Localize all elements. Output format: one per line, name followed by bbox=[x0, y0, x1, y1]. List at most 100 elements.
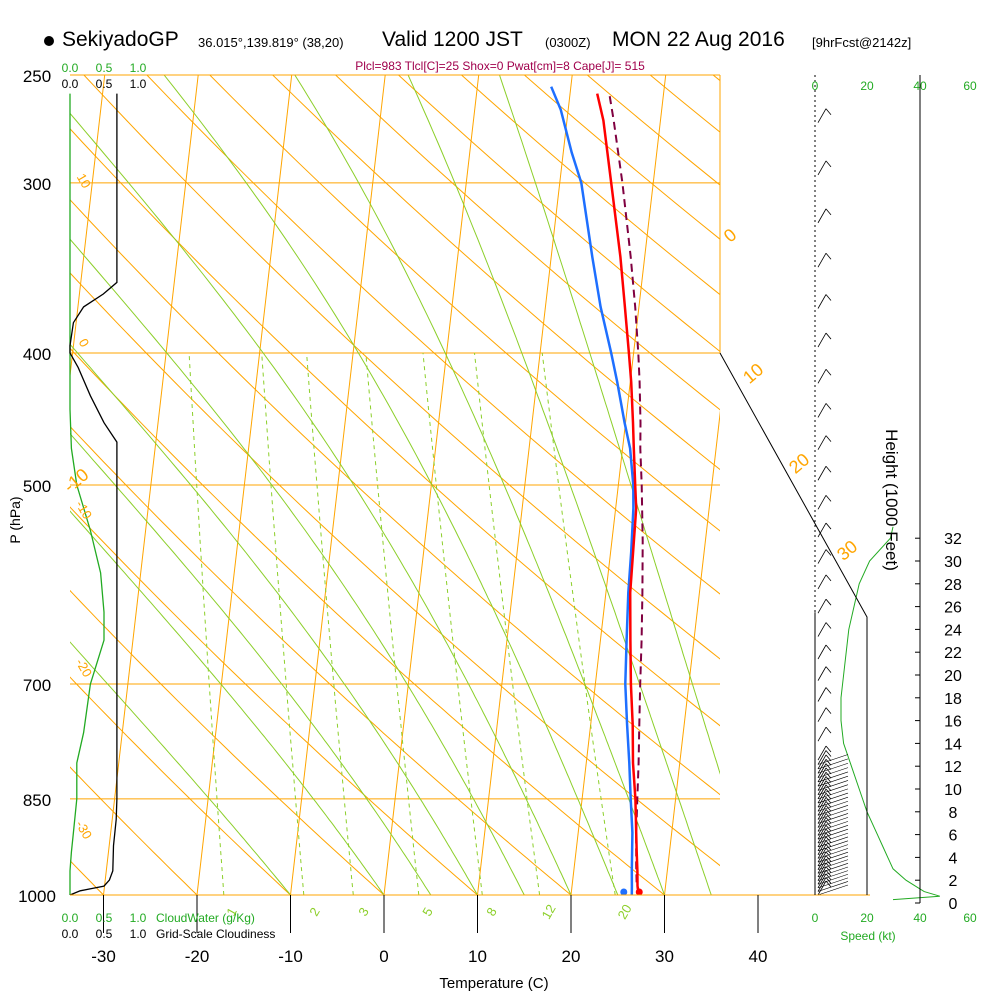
wind-barb bbox=[817, 851, 827, 867]
dry-adiabat-line bbox=[70, 676, 291, 895]
surface-dewpoint-point bbox=[620, 888, 628, 896]
wind-barb bbox=[817, 759, 827, 774]
wind-barb bbox=[817, 775, 849, 787]
wind-barb bbox=[817, 848, 849, 859]
cloudwater-scale-label: 0.0 bbox=[62, 911, 79, 925]
wind-barb bbox=[817, 813, 827, 828]
wind-barb bbox=[817, 435, 827, 450]
temperature-tick-label: -20 bbox=[185, 947, 210, 966]
speed-tick-label: 60 bbox=[963, 79, 977, 93]
temperature-tick-label: -30 bbox=[91, 947, 116, 966]
mixing-ratio-label: 3 bbox=[355, 905, 372, 919]
wind-barb-flag bbox=[825, 522, 832, 530]
cloudiness-scale-label: 1.0 bbox=[130, 77, 147, 91]
wind-barb-flag bbox=[825, 784, 832, 792]
wind-barb-flag bbox=[825, 108, 832, 115]
wind-barb bbox=[817, 836, 827, 851]
wind-barb-flag bbox=[825, 687, 832, 694]
wind-barb-flag bbox=[825, 824, 832, 832]
wind-barb bbox=[817, 792, 827, 808]
wind-barb-flag bbox=[825, 435, 832, 442]
wind-barb-flag bbox=[825, 403, 832, 410]
wind-barb bbox=[817, 253, 827, 268]
forecast-info: [9hrFcst@2142z] bbox=[812, 35, 912, 50]
wind-barb bbox=[817, 847, 827, 863]
mixing-ratio-line bbox=[541, 352, 616, 895]
wind-barb-flag bbox=[825, 495, 832, 502]
plot-area bbox=[0, 75, 720, 895]
wind-barb bbox=[817, 208, 827, 224]
height-tick-label: 20 bbox=[944, 668, 962, 685]
wind-barb-flag bbox=[825, 776, 832, 783]
dry-adiabat-label: -20 bbox=[73, 656, 95, 680]
valid-time: Valid 1200 JST bbox=[382, 28, 523, 51]
temperature-tick-label: 20 bbox=[562, 947, 581, 966]
wind-barb bbox=[817, 828, 827, 844]
wind-barb bbox=[817, 840, 827, 855]
cloudiness-scale-label: 1.0 bbox=[130, 927, 147, 941]
wind-barb bbox=[817, 809, 849, 820]
wind-barb-flag bbox=[825, 208, 832, 216]
wind-barb bbox=[817, 805, 827, 820]
wind-barb-flag bbox=[825, 598, 832, 606]
wind-speed-profile bbox=[840, 526, 940, 901]
mixing-ratio-line bbox=[365, 352, 420, 895]
height-tick-label: 16 bbox=[944, 714, 962, 731]
isotherm-line bbox=[0, 75, 11, 895]
wind-barb bbox=[817, 862, 827, 878]
speed-label: Speed (kt) bbox=[840, 929, 895, 943]
wind-barb bbox=[817, 754, 827, 770]
wind-barb-flag bbox=[825, 767, 832, 775]
dry-adiabat-line bbox=[146, 75, 720, 595]
wind-barb bbox=[817, 855, 827, 870]
temperature-tick-label: -10 bbox=[278, 947, 303, 966]
moist-adiabat-line bbox=[407, 75, 712, 895]
speed-tick-label: 40 bbox=[913, 79, 927, 93]
moist-adiabat-line bbox=[70, 432, 432, 895]
wind-barb bbox=[817, 666, 827, 681]
temperature-tick-label: 40 bbox=[749, 947, 768, 966]
cloudwater-scale-label: 1.0 bbox=[130, 911, 147, 925]
height-tick-label: 14 bbox=[944, 736, 962, 753]
wind-barb-flag bbox=[825, 160, 832, 168]
sounding-parameters: Plcl=983 Tlcl[C]=25 Shox=0 Pwat[cm]=8 Ca… bbox=[355, 59, 645, 73]
wind-barb bbox=[817, 828, 849, 840]
dry-adiabat-line bbox=[272, 75, 720, 471]
wind-barb bbox=[817, 859, 827, 874]
dry-adiabat-line bbox=[70, 425, 572, 895]
speed-tick-label: 40 bbox=[913, 911, 927, 925]
cloudiness-profile bbox=[69, 93, 118, 896]
wind-barb bbox=[817, 788, 849, 800]
pressure-tick-label: 250 bbox=[23, 67, 51, 86]
wind-barb bbox=[817, 726, 827, 742]
utc-time: (0300Z) bbox=[545, 35, 591, 50]
wind-barb bbox=[817, 809, 827, 824]
dry-adiabat-line bbox=[70, 198, 720, 796]
wind-barb bbox=[817, 825, 827, 840]
wind-barb bbox=[817, 707, 827, 722]
wind-barb bbox=[817, 522, 827, 538]
wind-barb-flag bbox=[825, 622, 832, 629]
cloudwater-scale-label: 0.5 bbox=[96, 61, 113, 75]
cloudwater-scale-label: 1.0 bbox=[130, 61, 147, 75]
wind-barb-flag bbox=[825, 792, 832, 800]
height-tick-label: 18 bbox=[944, 691, 962, 708]
mixing-ratio-line bbox=[306, 352, 354, 895]
height-tick-label: 4 bbox=[949, 850, 958, 867]
wind-barb-flag bbox=[825, 805, 832, 812]
wind-barb-flag bbox=[825, 369, 832, 376]
wind-barb bbox=[817, 750, 827, 765]
dry-adiabat-line bbox=[70, 506, 478, 895]
dry-adiabat-line bbox=[70, 589, 385, 895]
wind-barb bbox=[817, 754, 849, 765]
pressure-tick-label: 400 bbox=[23, 345, 51, 364]
cloudiness-scale-label: 0.5 bbox=[96, 77, 113, 91]
temperature-tick-label: 10 bbox=[468, 947, 487, 966]
wind-barb bbox=[817, 873, 849, 885]
isotherm-line bbox=[196, 75, 293, 895]
isotherm-label: 0 bbox=[720, 225, 741, 247]
wind-barb bbox=[817, 644, 827, 660]
dry-adiabat-line bbox=[70, 272, 720, 867]
speed-panel-edge bbox=[719, 352, 868, 895]
